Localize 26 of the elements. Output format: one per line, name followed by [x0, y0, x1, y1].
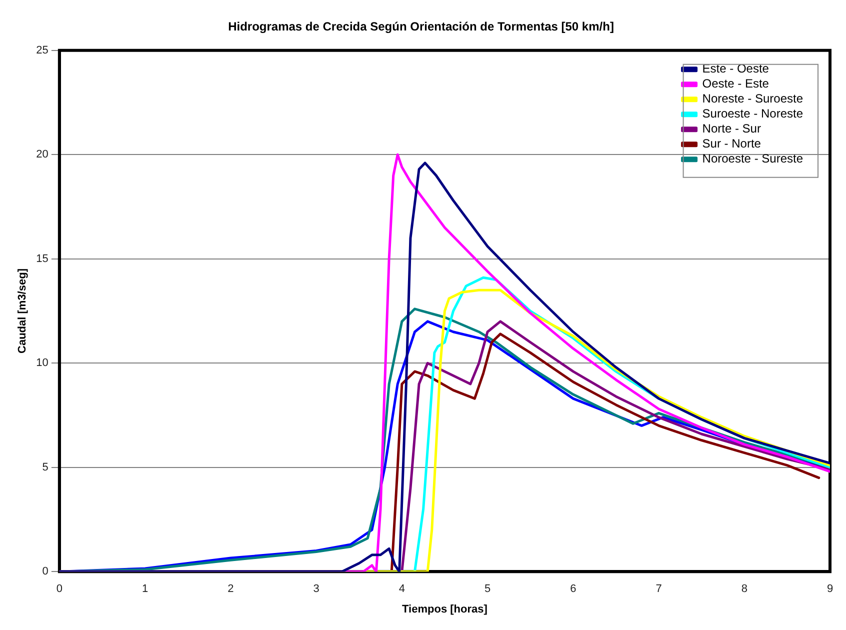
x-tick-label: 8	[741, 583, 748, 596]
legend-label: Noreste - Suroeste	[702, 92, 804, 106]
y-axis-title: Caudal [m3/seg]	[16, 268, 29, 354]
legend-label: Suroeste - Noreste	[702, 106, 804, 121]
legend-label: Norte - Sur	[702, 122, 761, 136]
y-tick-label: 25	[36, 44, 48, 56]
x-axis-title: Tiempos [horas]	[402, 603, 488, 616]
x-tick-label: 2	[228, 583, 234, 596]
x-tick-label: 0	[56, 583, 62, 596]
y-tick-label: 20	[36, 148, 48, 161]
legend-label: Sur - Norte	[702, 136, 762, 151]
x-tick-label: 9	[826, 583, 834, 596]
x-tick-label: 6	[570, 583, 576, 596]
chart-title: Hidrogramas de Crecida Según Orientación de Tormentas [50 km/h]	[228, 20, 614, 34]
legend-label: Este - Oeste	[702, 62, 770, 76]
x-tick-label: 7	[656, 583, 662, 596]
x-tick-label: 4	[398, 583, 405, 596]
x-tick-label: 1	[142, 583, 148, 596]
legend-label: Noroeste - Sureste	[702, 152, 804, 166]
x-tick-label: 3	[313, 583, 320, 596]
y-tick-label: 15	[36, 252, 48, 265]
y-tick-label: 5	[42, 461, 48, 474]
legend-label: Oeste - Este	[702, 76, 770, 91]
y-tick-label: 0	[42, 566, 48, 578]
x-tick-label: 5	[484, 583, 491, 596]
y-tick-label: 10	[36, 357, 48, 370]
